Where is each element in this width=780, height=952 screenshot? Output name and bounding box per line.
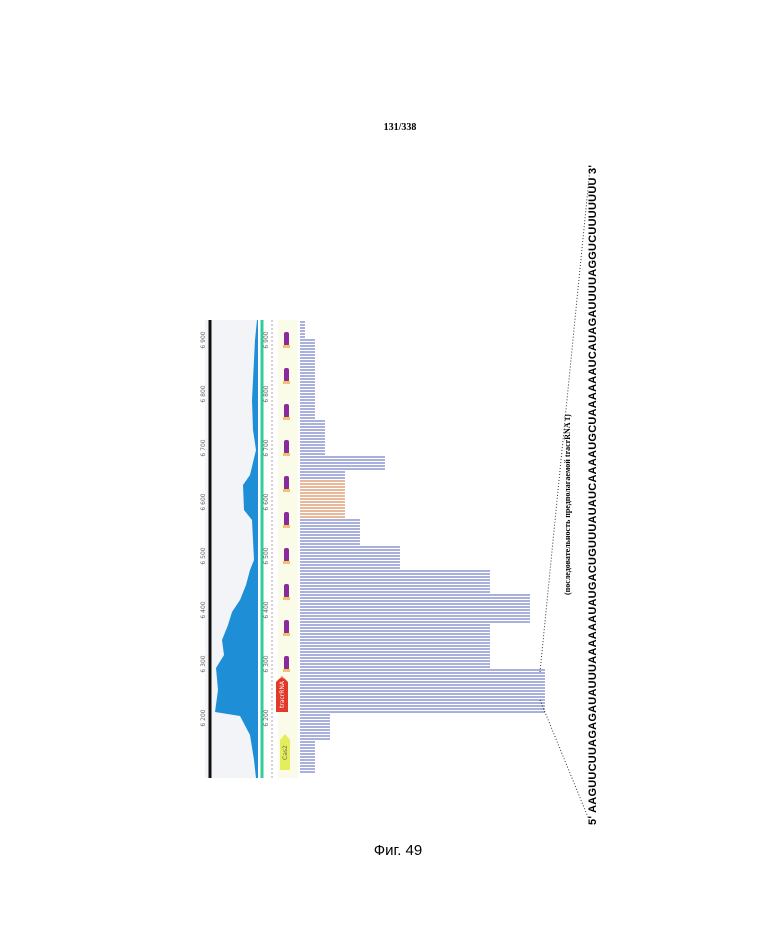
- ruler-label: 6 400: [200, 601, 207, 618]
- repeat: [283, 345, 290, 348]
- figure-caption: Фиг. 49: [374, 842, 422, 859]
- spacer: [284, 368, 289, 382]
- ruler-label: 6 600: [263, 493, 270, 510]
- spacer: [284, 584, 289, 598]
- page-number: 131/338: [384, 122, 417, 133]
- ruler-label: 6 300: [263, 655, 270, 672]
- spacer: [284, 440, 289, 454]
- ruler-label: 6 800: [200, 385, 207, 402]
- ruler-label: 6 200: [200, 709, 207, 726]
- repeat: [283, 489, 290, 492]
- repeat: [283, 633, 290, 636]
- spacer: [284, 620, 289, 634]
- ruler-label: 6 400: [263, 601, 270, 618]
- ruler-label: 6 900: [200, 331, 207, 348]
- zoom-line: [540, 700, 590, 822]
- ruler-label: 6 700: [263, 439, 270, 456]
- gene-label: Cas2: [282, 745, 289, 760]
- repeat: [283, 525, 290, 528]
- repeat: [283, 597, 290, 600]
- spacer: [284, 512, 289, 526]
- ruler-label: 6 600: [200, 493, 207, 510]
- spacer: [284, 548, 289, 562]
- ruler-label: 6 800: [263, 385, 270, 402]
- page: 131/338 6 200 6 200 6 300 6 300 6 400 6 400 6 …: [0, 0, 780, 952]
- spacer: [284, 656, 289, 670]
- repeat: [283, 561, 290, 564]
- ruler-label: 6 900: [263, 331, 270, 348]
- repeat: [283, 381, 290, 384]
- spacer: [284, 332, 289, 346]
- spacer: [284, 404, 289, 418]
- repeat: [283, 417, 290, 420]
- ruler-label: 6 500: [200, 547, 207, 564]
- spacer: [284, 476, 289, 490]
- ruler-label: 6 700: [200, 439, 207, 456]
- sequence: 5' AAGUUCUUAGAGAUAUUUAAAAAAUAUGACUGUUUAU…: [587, 165, 599, 825]
- gene-label: tracrRNA 1: [279, 675, 286, 708]
- ruler-label: 6 300: [200, 655, 207, 672]
- reads: [300, 322, 545, 772]
- ruler-label: 6 500: [263, 547, 270, 564]
- sequence-caption: (последовательность предполагаемой tracr…: [563, 414, 572, 595]
- ruler-label: 6 200: [263, 709, 270, 726]
- repeat: [283, 453, 290, 456]
- repeat: [283, 669, 290, 672]
